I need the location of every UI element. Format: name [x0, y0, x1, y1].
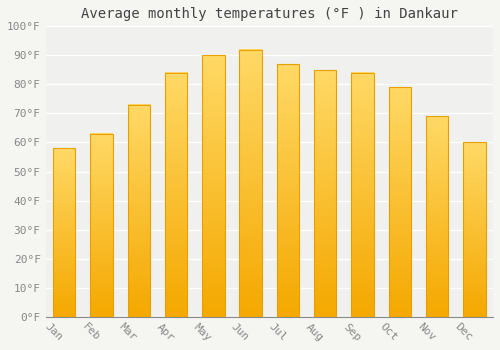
Bar: [352, 73, 374, 317]
Bar: [388, 87, 411, 317]
Bar: [314, 70, 336, 317]
Bar: [277, 64, 299, 317]
Bar: [53, 148, 76, 317]
Bar: [463, 142, 485, 317]
Bar: [426, 116, 448, 317]
Title: Average monthly temperatures (°F ) in Dankaur: Average monthly temperatures (°F ) in Da…: [81, 7, 458, 21]
Bar: [202, 55, 224, 317]
Bar: [165, 73, 188, 317]
Bar: [240, 49, 262, 317]
Bar: [90, 134, 112, 317]
Bar: [128, 105, 150, 317]
